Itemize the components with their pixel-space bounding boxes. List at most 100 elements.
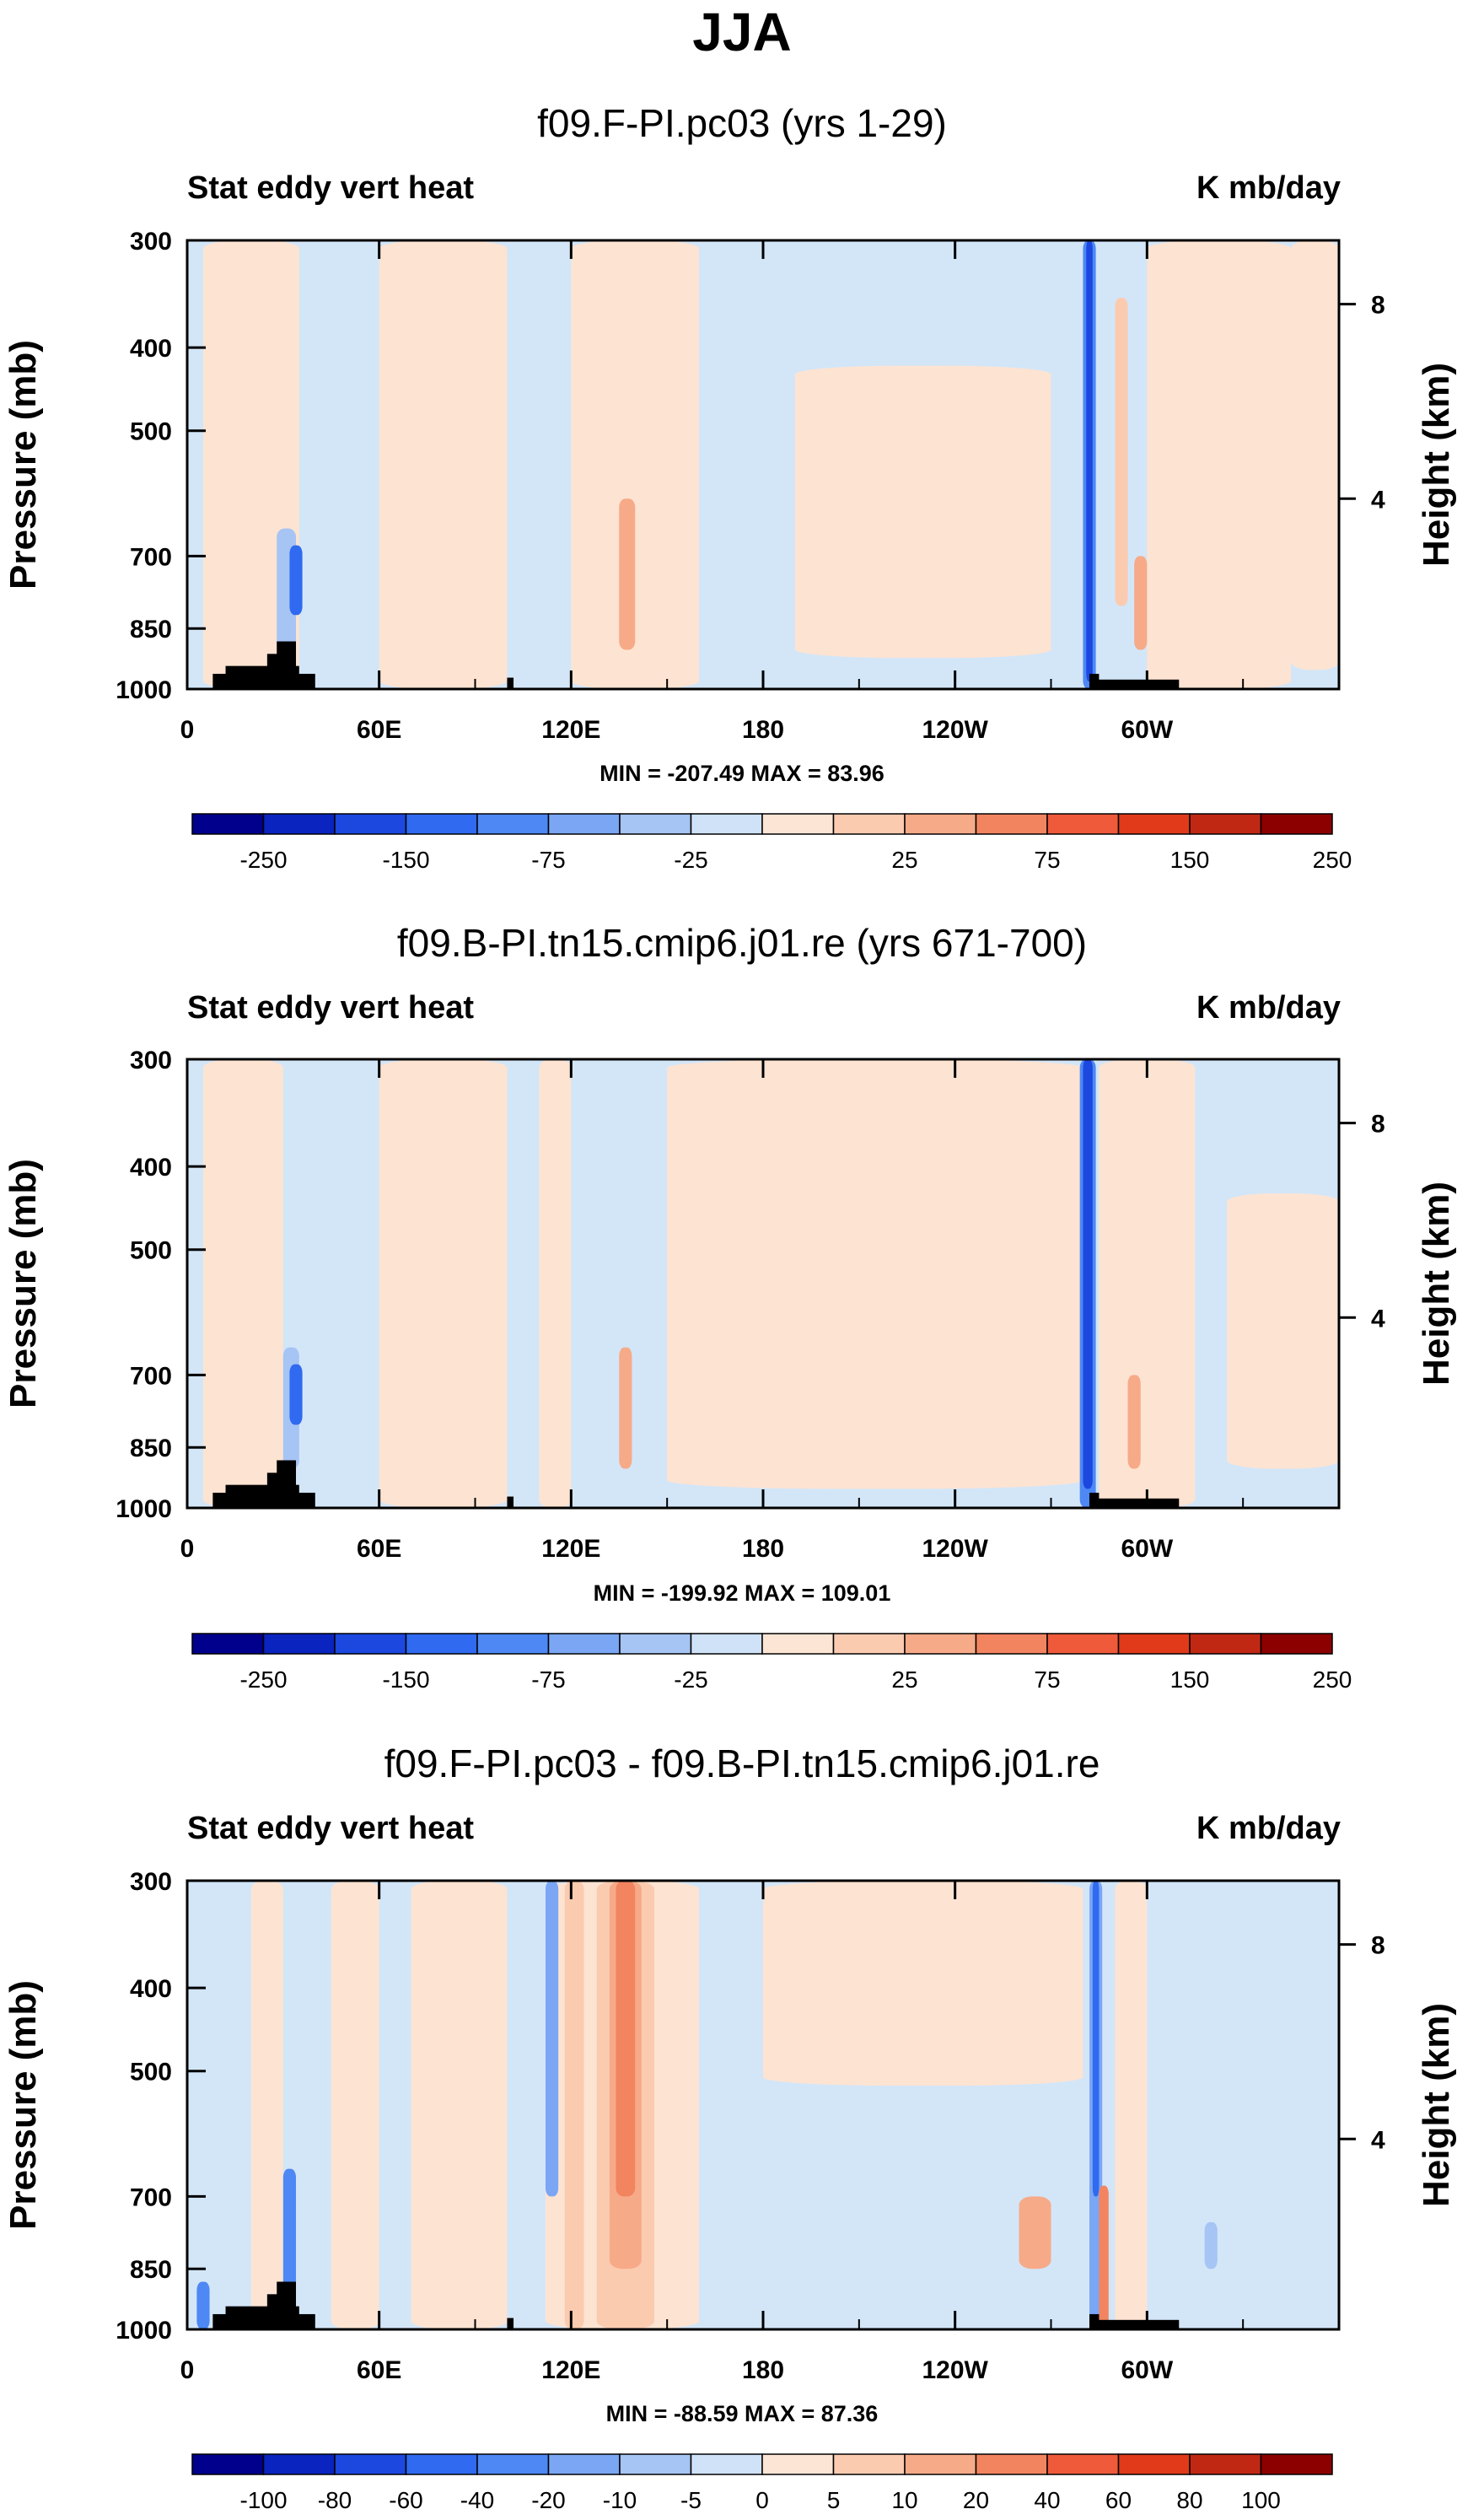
colorbar-box bbox=[975, 1633, 1048, 1655]
x-tick-label: 60E bbox=[357, 2356, 401, 2384]
contour-region-14 bbox=[282, 2168, 297, 2291]
y-right-axis-title: Height (km) bbox=[1416, 1182, 1457, 1386]
contour-region-11 bbox=[1127, 1375, 1141, 1469]
colorbar-box bbox=[690, 813, 763, 835]
x-tick-label: 120E bbox=[541, 2356, 600, 2384]
y-right-axis-title: Height (km) bbox=[1416, 2003, 1457, 2207]
topography-block-4 bbox=[507, 2318, 514, 2329]
x-tick-label: 0 bbox=[180, 1535, 195, 1563]
x-tick-label: 60W bbox=[1121, 1535, 1173, 1563]
y-right-tick-label: 4 bbox=[1371, 2126, 1385, 2154]
contour-region-3 bbox=[794, 365, 1051, 659]
colorbar-label: 150 bbox=[1170, 847, 1210, 873]
contour-region-4 bbox=[1099, 1059, 1196, 1508]
panel-3-title: f09.F-PI.pc03 - f09.B-PI.tn15.cmip6.j01.… bbox=[384, 1742, 1100, 1785]
contour-region-4 bbox=[763, 1881, 1083, 2086]
colorbar-label: -250 bbox=[239, 1666, 287, 1693]
colorbar-label: -75 bbox=[531, 847, 565, 873]
panel-2-title: f09.B-PI.tn15.cmip6.j01.re (yrs 671-700) bbox=[396, 921, 1088, 965]
panel-1-right-string: K mb/day bbox=[1196, 170, 1341, 206]
colorbar-label: -75 bbox=[531, 1666, 565, 1693]
x-tick-label: 60E bbox=[357, 1535, 401, 1563]
y-axis-title: Pressure (mb) bbox=[3, 1159, 44, 1408]
y-tick-label: 1000 bbox=[116, 2317, 172, 2345]
colorbar-box bbox=[761, 2453, 835, 2475]
colorbar-box bbox=[832, 813, 906, 835]
y-tick-label: 300 bbox=[130, 1868, 172, 1896]
contour-region-1 bbox=[379, 240, 508, 689]
colorbar-box bbox=[1046, 1633, 1120, 1655]
colorbar-box bbox=[904, 813, 977, 835]
contour-region-10 bbox=[619, 1347, 632, 1469]
contour-region-16 bbox=[1019, 2196, 1051, 2269]
y-tick-label: 700 bbox=[130, 2183, 172, 2211]
topography-block-4 bbox=[507, 1496, 514, 1508]
colorbar-box bbox=[832, 2453, 906, 2475]
panel-1-left-string: Stat eddy vert heat bbox=[187, 170, 474, 206]
colorbar-box bbox=[1189, 813, 1262, 835]
colorbar-label: -20 bbox=[531, 2487, 565, 2509]
colorbar-label: -80 bbox=[318, 2487, 352, 2509]
x-tick-label: 120W bbox=[922, 716, 988, 744]
y-right-tick-label: 8 bbox=[1371, 1111, 1385, 1139]
plot-area: 0 60E 120E 180 120W 60W 300 400 500 700 850 1000 8 4 P… bbox=[3, 1047, 1457, 1693]
colorbar-box bbox=[761, 813, 835, 835]
contour-region-5 bbox=[1291, 240, 1339, 670]
x-tick-label: 60W bbox=[1121, 716, 1173, 744]
y-right-axis-title: Height (km) bbox=[1416, 363, 1457, 567]
contour-region-12 bbox=[1115, 298, 1128, 606]
colorbar-label: 100 bbox=[1241, 2487, 1281, 2509]
colorbar-box bbox=[904, 2453, 977, 2475]
x-tick-label: 0 bbox=[180, 2356, 195, 2384]
colorbar-box bbox=[832, 1633, 906, 1655]
colorbar-box bbox=[690, 1633, 763, 1655]
contour-region-0 bbox=[202, 1059, 283, 1508]
colorbar-label: 75 bbox=[1034, 847, 1060, 873]
colorbar-label: -250 bbox=[239, 847, 287, 873]
x-tick-label: 120E bbox=[541, 716, 600, 744]
colorbar-label: -150 bbox=[382, 847, 429, 873]
y-tick-label: 500 bbox=[130, 1237, 172, 1265]
contour-region-10 bbox=[619, 498, 636, 650]
colorbar-box bbox=[1046, 2453, 1120, 2475]
colorbar-box bbox=[476, 2453, 550, 2475]
y-tick-label: 500 bbox=[130, 418, 172, 446]
contour-region-9 bbox=[1086, 240, 1093, 682]
contour-region-15 bbox=[196, 2281, 210, 2329]
y-tick-label: 850 bbox=[130, 1435, 172, 1462]
colorbar-box bbox=[1046, 813, 1120, 835]
colorbar-box bbox=[619, 2453, 692, 2475]
colorbar-box bbox=[334, 2453, 407, 2475]
contour-region-2 bbox=[539, 1059, 572, 1508]
panel-2-minmax: MIN = -199.92 MAX = 109.01 bbox=[593, 1580, 891, 1606]
y-tick-label: 500 bbox=[130, 2059, 172, 2086]
contour-region-2 bbox=[411, 1881, 508, 2329]
y-tick-label: 400 bbox=[130, 1975, 172, 2003]
y-tick-label: 300 bbox=[130, 228, 172, 256]
panel-3-left-string: Stat eddy vert heat bbox=[187, 1811, 474, 1846]
colorbar-box bbox=[547, 1633, 621, 1655]
contour-region-17 bbox=[1204, 2221, 1218, 2269]
contour-region-0 bbox=[250, 1881, 283, 2329]
colorbar-label: -25 bbox=[674, 847, 707, 873]
panel-1-chart: 0 60E 120E 180 120W 60W 300 400 500 700 850 1000 8 4 P… bbox=[3, 228, 1457, 873]
x-tick-label: 180 bbox=[742, 1535, 784, 1563]
contour-region-2 bbox=[571, 240, 700, 689]
contour-region-7 bbox=[289, 1364, 303, 1425]
colorbar-box bbox=[690, 2453, 763, 2475]
colorbar-label: 75 bbox=[1034, 1666, 1060, 1693]
colorbar-box bbox=[547, 2453, 621, 2475]
colorbar-box bbox=[1260, 1633, 1333, 1655]
colorbar-label: -25 bbox=[674, 1666, 707, 1693]
colorbar-box bbox=[262, 2453, 336, 2475]
colorbar-label: 25 bbox=[891, 847, 917, 873]
contour-region-5 bbox=[1115, 1881, 1148, 2329]
colorbar-label: -5 bbox=[680, 2487, 702, 2509]
y-tick-label: 850 bbox=[130, 616, 172, 643]
colorbar-box bbox=[262, 813, 336, 835]
colorbar-box bbox=[1260, 2453, 1333, 2475]
colorbar-box bbox=[1260, 813, 1333, 835]
topography-block-4 bbox=[507, 677, 514, 689]
colorbar-box bbox=[1117, 813, 1191, 835]
topography-block-3 bbox=[277, 641, 297, 689]
